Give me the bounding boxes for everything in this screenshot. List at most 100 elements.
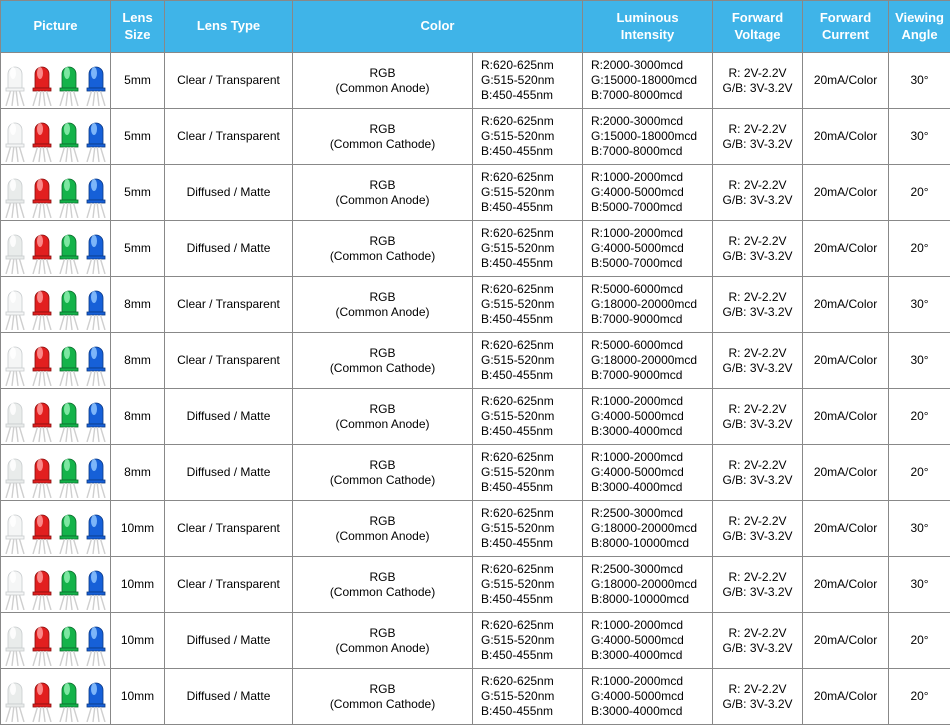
cell-forward-current: 20mA/Color: [803, 445, 889, 501]
led-red-icon: [29, 392, 55, 442]
led-clear-icon: [2, 560, 28, 610]
col-header-viewing-angle: Viewing Angle: [889, 1, 950, 53]
cell-picture: [1, 669, 111, 725]
table-header-row: Picture Lens Size Lens Type Color Lumino…: [1, 1, 950, 53]
led-blue-icon: [83, 448, 109, 498]
cell-picture: [1, 445, 111, 501]
led-frost-icon: [2, 392, 28, 442]
cell-lens-size: 10mm: [111, 557, 165, 613]
cell-forward-voltage: R: 2V-2.2V G/B: 3V-3.2V: [713, 389, 803, 445]
cell-forward-current: 20mA/Color: [803, 165, 889, 221]
table-row: 5mm Diffused / Matte RGB (Common Cathode…: [1, 221, 950, 277]
cell-forward-voltage: R: 2V-2.2V G/B: 3V-3.2V: [713, 109, 803, 165]
cell-forward-current: 20mA/Color: [803, 613, 889, 669]
cell-wavelength: R:620-625nm G:515-520nm B:450-455nm: [473, 109, 583, 165]
cell-lens-type: Clear / Transparent: [165, 501, 293, 557]
table-row: 10mm Diffused / Matte RGB (Common Cathod…: [1, 669, 950, 725]
cell-color: RGB (Common Cathode): [293, 445, 473, 501]
col-header-picture: Picture: [1, 1, 111, 53]
cell-lens-type: Clear / Transparent: [165, 53, 293, 109]
led-picture-set: [1, 669, 110, 724]
led-red-icon: [29, 616, 55, 666]
cell-lens-type: Diffused / Matte: [165, 165, 293, 221]
led-red-icon: [29, 56, 55, 106]
cell-viewing-angle: 20°: [889, 221, 950, 277]
led-frost-icon: [2, 616, 28, 666]
cell-luminous: R:1000-2000mcd G:4000-5000mcd B:5000-700…: [583, 221, 713, 277]
cell-color: RGB (Common Cathode): [293, 333, 473, 389]
led-green-icon: [56, 280, 82, 330]
led-blue-icon: [83, 280, 109, 330]
cell-forward-current: 20mA/Color: [803, 669, 889, 725]
cell-forward-voltage: R: 2V-2.2V G/B: 3V-3.2V: [713, 613, 803, 669]
cell-lens-type: Diffused / Matte: [165, 669, 293, 725]
cell-forward-voltage: R: 2V-2.2V G/B: 3V-3.2V: [713, 53, 803, 109]
led-blue-icon: [83, 672, 109, 722]
led-green-icon: [56, 616, 82, 666]
led-clear-icon: [2, 504, 28, 554]
cell-lens-type: Clear / Transparent: [165, 333, 293, 389]
led-picture-set: [1, 221, 110, 276]
led-spec-table: Picture Lens Size Lens Type Color Lumino…: [0, 0, 950, 725]
cell-wavelength: R:620-625nm G:515-520nm B:450-455nm: [473, 333, 583, 389]
col-header-color: Color: [293, 1, 583, 53]
cell-picture: [1, 613, 111, 669]
led-green-icon: [56, 392, 82, 442]
cell-lens-size: 8mm: [111, 389, 165, 445]
cell-viewing-angle: 20°: [889, 165, 950, 221]
cell-picture: [1, 221, 111, 277]
led-red-icon: [29, 280, 55, 330]
cell-wavelength: R:620-625nm G:515-520nm B:450-455nm: [473, 53, 583, 109]
cell-forward-voltage: R: 2V-2.2V G/B: 3V-3.2V: [713, 557, 803, 613]
led-green-icon: [56, 504, 82, 554]
led-green-icon: [56, 336, 82, 386]
cell-forward-voltage: R: 2V-2.2V G/B: 3V-3.2V: [713, 277, 803, 333]
cell-forward-voltage: R: 2V-2.2V G/B: 3V-3.2V: [713, 501, 803, 557]
cell-picture: [1, 109, 111, 165]
led-blue-icon: [83, 392, 109, 442]
led-picture-set: [1, 109, 110, 164]
led-green-icon: [56, 224, 82, 274]
cell-picture: [1, 389, 111, 445]
led-blue-icon: [83, 336, 109, 386]
cell-forward-current: 20mA/Color: [803, 501, 889, 557]
cell-lens-type: Diffused / Matte: [165, 445, 293, 501]
cell-viewing-angle: 30°: [889, 501, 950, 557]
cell-lens-type: Clear / Transparent: [165, 109, 293, 165]
cell-wavelength: R:620-625nm G:515-520nm B:450-455nm: [473, 613, 583, 669]
cell-viewing-angle: 20°: [889, 669, 950, 725]
led-clear-icon: [2, 336, 28, 386]
led-clear-icon: [2, 280, 28, 330]
cell-color: RGB (Common Anode): [293, 501, 473, 557]
cell-luminous: R:5000-6000mcd G:18000-20000mcd B:7000-9…: [583, 277, 713, 333]
led-blue-icon: [83, 168, 109, 218]
cell-viewing-angle: 20°: [889, 613, 950, 669]
cell-picture: [1, 53, 111, 109]
led-blue-icon: [83, 504, 109, 554]
cell-lens-size: 8mm: [111, 277, 165, 333]
cell-wavelength: R:620-625nm G:515-520nm B:450-455nm: [473, 221, 583, 277]
led-blue-icon: [83, 560, 109, 610]
cell-luminous: R:2500-3000mcd G:18000-20000mcd B:8000-1…: [583, 557, 713, 613]
cell-wavelength: R:620-625nm G:515-520nm B:450-455nm: [473, 165, 583, 221]
cell-viewing-angle: 30°: [889, 277, 950, 333]
cell-lens-size: 10mm: [111, 669, 165, 725]
led-picture-set: [1, 333, 110, 388]
cell-viewing-angle: 30°: [889, 53, 950, 109]
cell-lens-size: 5mm: [111, 53, 165, 109]
cell-luminous: R:1000-2000mcd G:4000-5000mcd B:3000-400…: [583, 669, 713, 725]
cell-forward-voltage: R: 2V-2.2V G/B: 3V-3.2V: [713, 333, 803, 389]
led-green-icon: [56, 448, 82, 498]
cell-forward-current: 20mA/Color: [803, 333, 889, 389]
cell-picture: [1, 165, 111, 221]
table-row: 5mm Clear / Transparent RGB (Common Cath…: [1, 109, 950, 165]
cell-lens-size: 10mm: [111, 613, 165, 669]
cell-color: RGB (Common Cathode): [293, 221, 473, 277]
cell-forward-voltage: R: 2V-2.2V G/B: 3V-3.2V: [713, 445, 803, 501]
led-picture-set: [1, 277, 110, 332]
cell-lens-size: 10mm: [111, 501, 165, 557]
cell-luminous: R:1000-2000mcd G:4000-5000mcd B:5000-700…: [583, 165, 713, 221]
led-green-icon: [56, 56, 82, 106]
led-green-icon: [56, 560, 82, 610]
led-red-icon: [29, 336, 55, 386]
